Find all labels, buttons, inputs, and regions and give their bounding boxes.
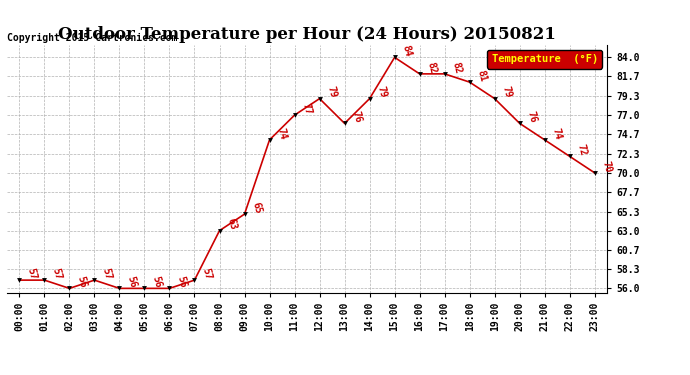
Legend: Temperature  (°F): Temperature (°F) — [487, 50, 602, 69]
Title: Outdoor Temperature per Hour (24 Hours) 20150821: Outdoor Temperature per Hour (24 Hours) … — [58, 27, 556, 44]
Text: 65: 65 — [250, 201, 263, 215]
Text: 82: 82 — [425, 60, 438, 75]
Text: 76: 76 — [350, 110, 363, 124]
Text: 82: 82 — [450, 60, 463, 75]
Text: 79: 79 — [375, 85, 388, 99]
Text: 77: 77 — [300, 102, 313, 116]
Text: 57: 57 — [50, 267, 63, 281]
Text: 79: 79 — [500, 85, 513, 99]
Text: 74: 74 — [550, 126, 563, 141]
Text: 74: 74 — [275, 126, 288, 141]
Text: 70: 70 — [600, 159, 613, 174]
Text: 84: 84 — [400, 44, 413, 58]
Text: Copyright 2015 Cartronics.com: Copyright 2015 Cartronics.com — [7, 33, 177, 42]
Text: 57: 57 — [100, 267, 112, 281]
Text: 56: 56 — [125, 275, 138, 289]
Text: 56: 56 — [150, 275, 163, 289]
Text: 76: 76 — [525, 110, 538, 124]
Text: 57: 57 — [200, 267, 213, 281]
Text: 81: 81 — [475, 69, 488, 83]
Text: 56: 56 — [75, 275, 88, 289]
Text: 56: 56 — [175, 275, 188, 289]
Text: 72: 72 — [575, 143, 588, 157]
Text: 79: 79 — [325, 85, 338, 99]
Text: 57: 57 — [25, 267, 38, 281]
Text: 63: 63 — [225, 217, 238, 231]
